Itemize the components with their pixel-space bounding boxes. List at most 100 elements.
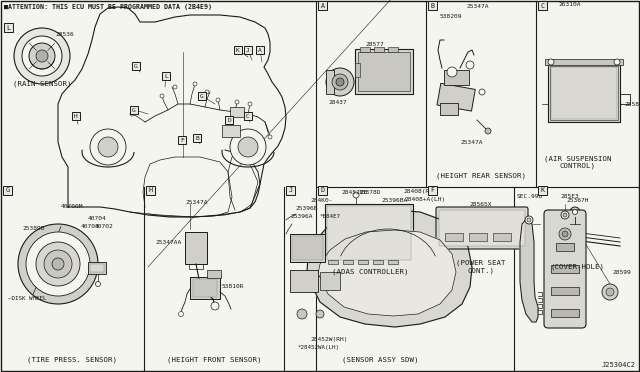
Text: (POWER SEAT
CONT.): (POWER SEAT CONT.) (456, 260, 506, 274)
Text: 28408+A(LH): 28408+A(LH) (404, 198, 445, 202)
Circle shape (211, 302, 219, 310)
Circle shape (18, 224, 98, 304)
Circle shape (563, 213, 567, 217)
Text: A: A (321, 3, 324, 9)
Bar (318, 186, 327, 195)
Text: J: J (289, 187, 292, 193)
Text: K: K (541, 187, 545, 193)
Text: 25347A: 25347A (185, 199, 207, 205)
Circle shape (248, 102, 252, 106)
Text: 25347A: 25347A (467, 4, 489, 10)
Bar (548, 64, 620, 122)
Bar (132, 62, 140, 70)
Text: 25347AA: 25347AA (155, 240, 181, 244)
Text: L: L (164, 74, 168, 78)
Bar (72, 112, 80, 120)
Text: L: L (6, 25, 10, 31)
Text: D: D (321, 187, 324, 193)
Circle shape (479, 89, 485, 95)
Bar (292, 236, 323, 260)
Text: 26310A: 26310A (559, 1, 581, 6)
Text: 538209: 538209 (440, 15, 463, 19)
Bar (469, 233, 487, 241)
Text: K: K (236, 48, 240, 52)
Text: ■ATTENTION: THIS ECU MUST BE PROGRAMMED DATA (2B4E9): ■ATTENTION: THIS ECU MUST BE PROGRAMMED … (4, 4, 212, 10)
Text: B: B (431, 3, 435, 9)
Circle shape (130, 112, 134, 116)
Text: 25367H: 25367H (567, 198, 589, 202)
Text: D: D (227, 118, 231, 122)
Bar (318, 1, 327, 10)
Circle shape (268, 135, 272, 139)
Circle shape (614, 59, 620, 65)
Bar (290, 270, 318, 292)
Bar (178, 136, 186, 144)
Bar (428, 186, 437, 195)
Polygon shape (307, 210, 472, 327)
Text: 28408(RH): 28408(RH) (403, 189, 437, 195)
Circle shape (193, 82, 197, 86)
Text: (RAIN SENSOR): (RAIN SENSOR) (13, 81, 71, 87)
Bar (538, 1, 547, 10)
Text: 2858LM: 2858LM (624, 102, 640, 106)
Polygon shape (520, 217, 538, 322)
Text: 40702: 40702 (95, 224, 113, 228)
Circle shape (173, 85, 177, 89)
Text: 28577: 28577 (365, 42, 385, 48)
Bar (445, 233, 463, 241)
Bar (207, 270, 221, 278)
Text: J25304C2: J25304C2 (602, 362, 636, 368)
Text: (HEIGHT FRONT SENSOR): (HEIGHT FRONT SENSOR) (167, 357, 261, 363)
Bar (234, 46, 242, 54)
Text: (ADAS CONTROLLER): (ADAS CONTROLLER) (332, 269, 408, 275)
Bar (88, 262, 106, 274)
Bar (290, 234, 325, 262)
Bar (551, 309, 579, 317)
Circle shape (447, 67, 457, 77)
Text: *28452WA(LH): *28452WA(LH) (298, 346, 340, 350)
Bar (325, 204, 413, 262)
Circle shape (559, 228, 571, 240)
Text: 40700M: 40700M (61, 205, 83, 209)
Text: 25396B: 25396B (295, 205, 317, 211)
Bar (286, 186, 295, 195)
Circle shape (570, 207, 580, 217)
Bar (328, 260, 338, 264)
Bar (146, 186, 155, 195)
Bar (551, 265, 579, 273)
Bar (388, 47, 398, 52)
Circle shape (548, 59, 554, 65)
Circle shape (26, 232, 90, 296)
Bar (130, 106, 138, 114)
Text: 25389B: 25389B (22, 225, 45, 231)
Text: 25396A: 25396A (290, 214, 312, 218)
Circle shape (238, 137, 258, 157)
Polygon shape (318, 230, 456, 316)
Circle shape (606, 288, 614, 296)
Text: 285E3: 285E3 (561, 195, 579, 199)
Circle shape (353, 192, 359, 198)
Text: 28437: 28437 (328, 99, 347, 105)
Circle shape (527, 218, 531, 222)
Text: 28452W(RH): 28452W(RH) (310, 337, 348, 341)
Text: *E84E7: *E84E7 (320, 215, 341, 219)
Bar (551, 287, 579, 295)
Circle shape (336, 78, 344, 86)
Circle shape (36, 50, 48, 62)
Circle shape (36, 242, 80, 286)
FancyBboxPatch shape (436, 207, 528, 249)
Text: H: H (74, 113, 78, 119)
Text: 40703: 40703 (81, 224, 99, 228)
Bar (90, 264, 104, 272)
Circle shape (29, 43, 55, 69)
Text: H: H (148, 187, 152, 193)
Circle shape (14, 28, 70, 84)
Text: 40704: 40704 (88, 215, 106, 221)
Bar (360, 47, 370, 52)
Text: G: G (6, 187, 10, 193)
Bar (327, 206, 411, 260)
Bar (556, 243, 574, 251)
Bar (198, 92, 206, 100)
Bar (373, 260, 383, 264)
Circle shape (205, 90, 209, 94)
